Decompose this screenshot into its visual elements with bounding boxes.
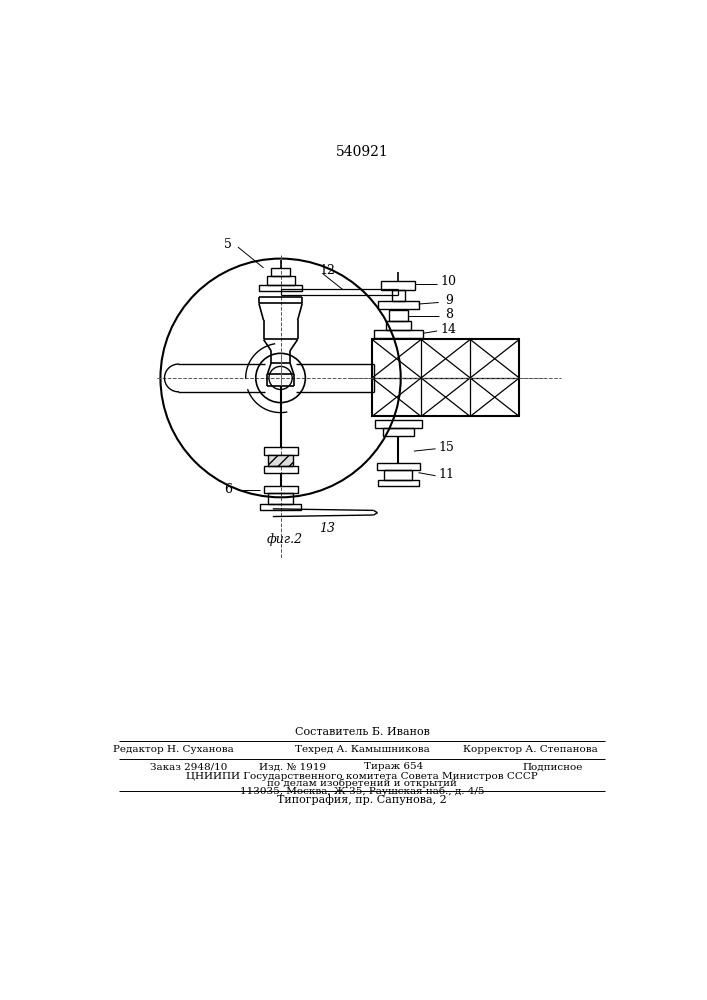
Text: 13: 13 <box>319 522 335 535</box>
Text: 11: 11 <box>438 468 455 481</box>
Text: 14: 14 <box>440 323 457 336</box>
Bar <box>377 463 420 470</box>
Text: фиг.2: фиг.2 <box>267 533 303 546</box>
Bar <box>264 466 298 473</box>
Text: Редактор Н. Суханова: Редактор Н. Суханова <box>113 745 234 754</box>
Bar <box>386 321 411 330</box>
Bar <box>372 339 519 416</box>
Text: 5: 5 <box>224 238 232 251</box>
Text: 540921: 540921 <box>336 145 388 159</box>
Bar <box>264 486 298 493</box>
Text: Подписное: Подписное <box>522 762 583 771</box>
Text: Составитель Б. Иванов: Составитель Б. Иванов <box>295 727 429 737</box>
Bar <box>373 330 423 338</box>
Text: ЦНИИПИ Государственного комитета Совета Министров СССР: ЦНИИПИ Государственного комитета Совета … <box>186 772 538 781</box>
Text: 15: 15 <box>438 441 455 454</box>
Text: 8: 8 <box>445 308 452 321</box>
Bar <box>375 420 421 428</box>
Bar <box>392 290 404 301</box>
Bar <box>260 504 300 510</box>
Bar <box>264 447 298 455</box>
Bar <box>381 281 416 290</box>
Bar <box>267 276 295 285</box>
Text: Техред А. Камышникова: Техред А. Камышникова <box>295 745 429 754</box>
Text: Заказ 2948/10: Заказ 2948/10 <box>151 762 228 771</box>
Text: 10: 10 <box>440 275 457 288</box>
Bar <box>259 285 303 291</box>
Bar <box>385 470 412 480</box>
Bar <box>378 301 419 309</box>
Text: 9: 9 <box>445 294 452 307</box>
Bar <box>383 428 414 436</box>
Text: 113035, Москва, Ж-35, Раушская наб., д. 4/5: 113035, Москва, Ж-35, Раушская наб., д. … <box>240 787 484 796</box>
Text: Корректор А. Степанова: Корректор А. Степанова <box>463 745 597 754</box>
Text: Изд. № 1919: Изд. № 1919 <box>259 762 326 771</box>
Text: Тираж 654: Тираж 654 <box>363 762 423 771</box>
Bar <box>271 268 290 276</box>
Text: Типография, пр. Сапунова, 2: Типография, пр. Сапунова, 2 <box>277 794 447 805</box>
Text: 12: 12 <box>319 264 335 277</box>
Text: по делам изобретений и открытий: по делам изобретений и открытий <box>267 779 457 788</box>
Bar <box>378 480 419 486</box>
Bar <box>389 310 408 321</box>
Bar <box>268 455 293 466</box>
Bar <box>268 493 293 504</box>
Text: 6: 6 <box>224 483 232 496</box>
